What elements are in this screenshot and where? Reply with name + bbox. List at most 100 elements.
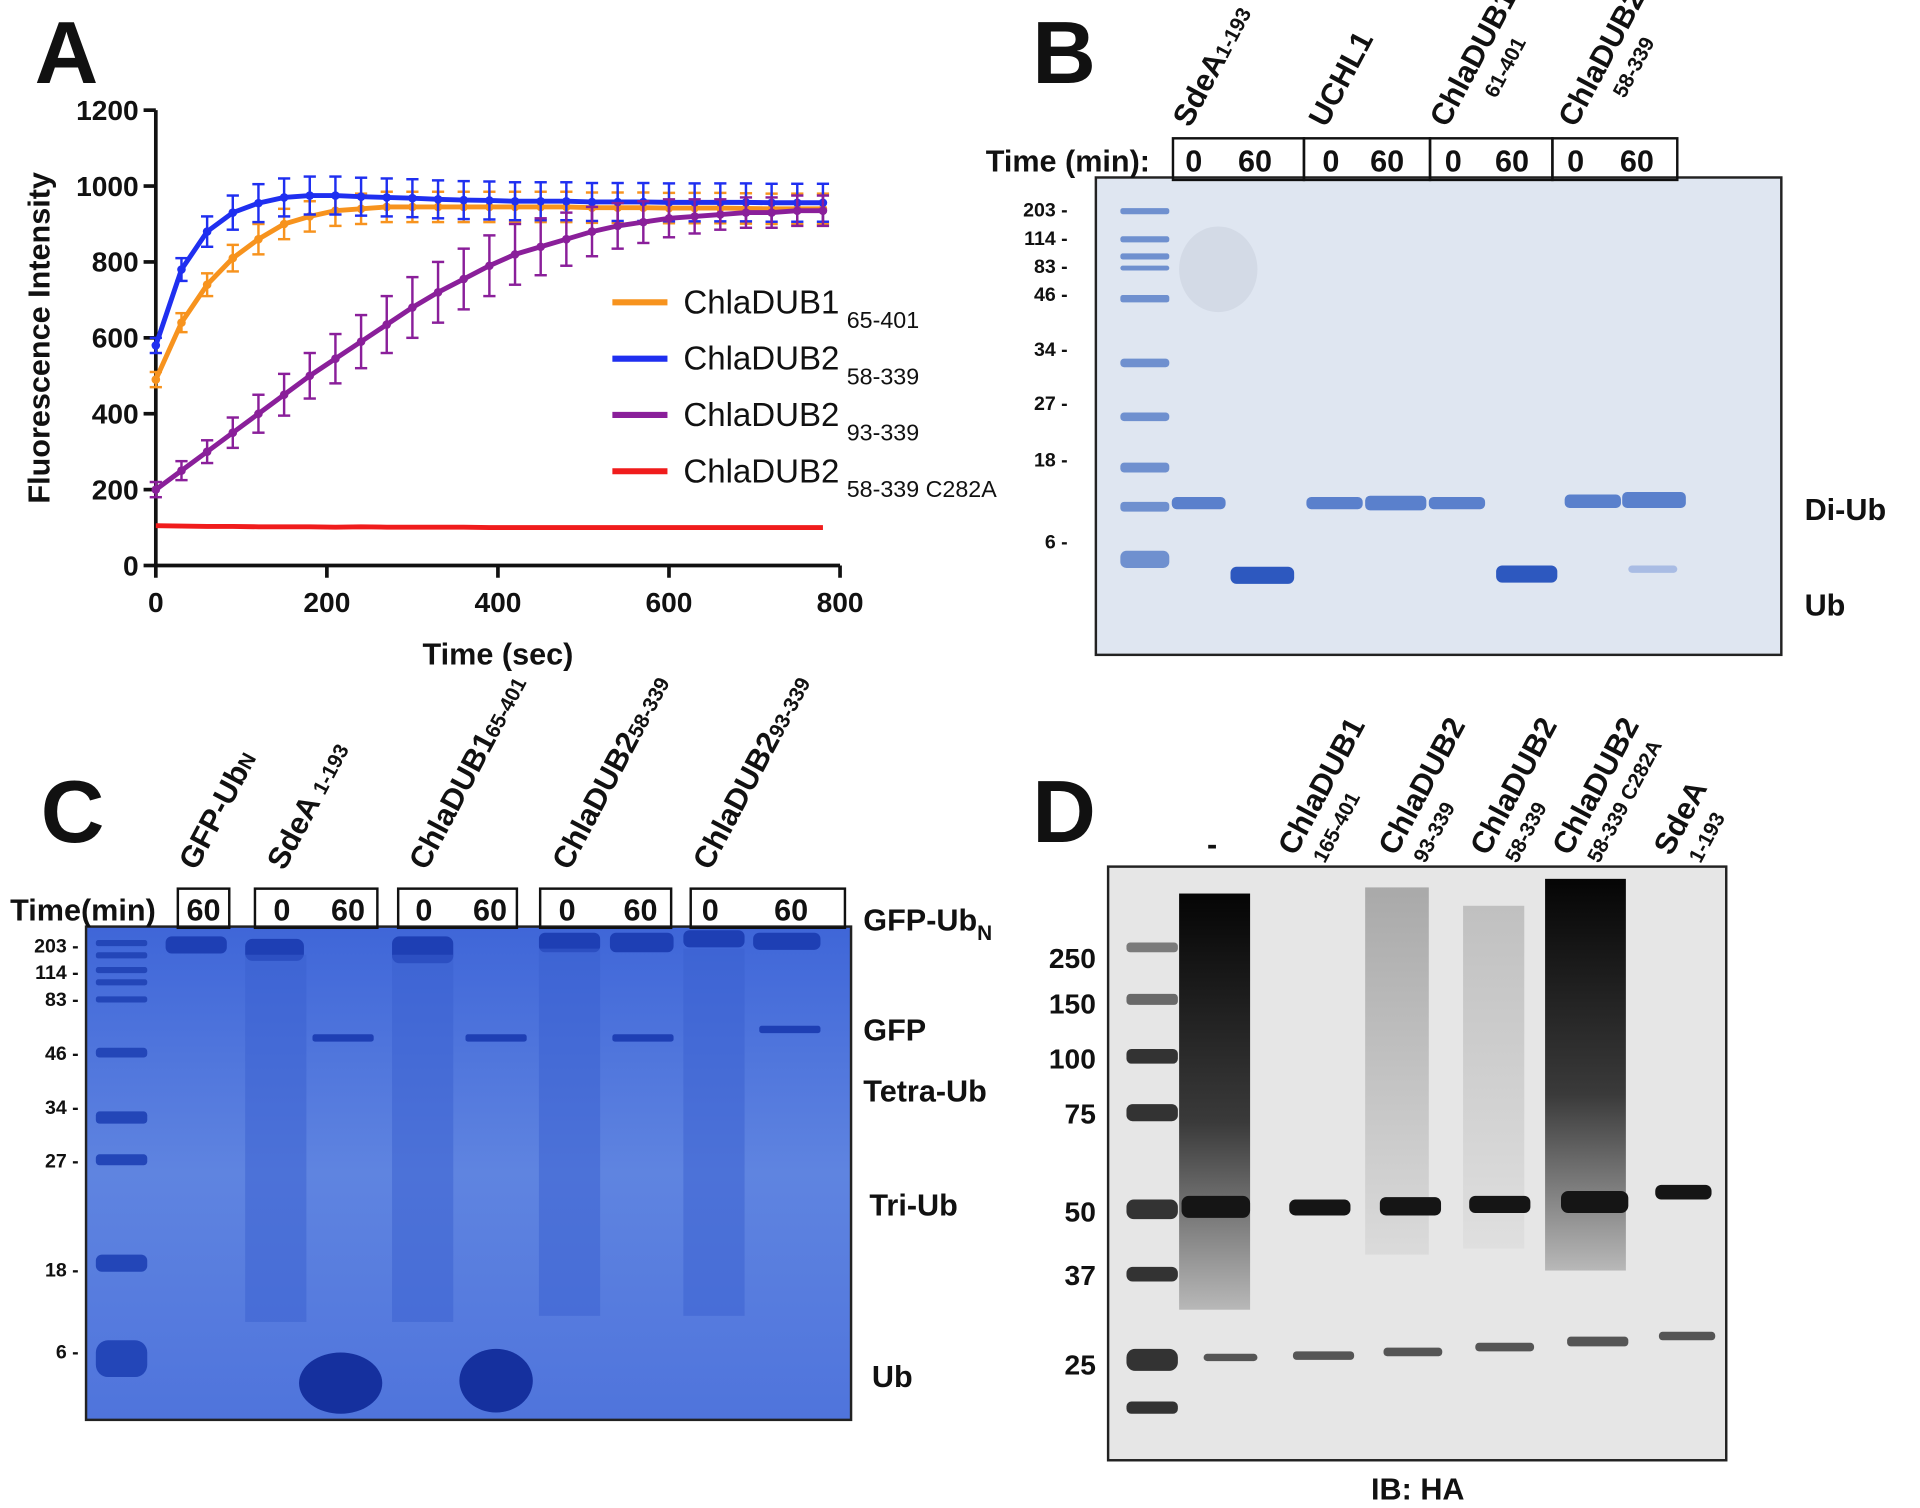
data-point — [767, 208, 776, 217]
time-values: 60 0 60 0 60 0 60 0 60 — [187, 893, 809, 927]
band-label: Di-Ub — [1805, 493, 1887, 527]
data-point — [716, 210, 725, 219]
lane-label: SdeA1-193 — [1166, 0, 1258, 132]
band-subscript: N — [977, 922, 992, 945]
lane-label: ChlaDUB258-339 C282A — [1546, 712, 1670, 873]
data-point — [408, 303, 417, 312]
band-label: Tetra-Ub — [863, 1075, 987, 1109]
lane-subscript: 65-401 — [481, 674, 532, 742]
lane-label: ChlaDUB161-401 — [1423, 0, 1547, 145]
data-point — [356, 337, 366, 346]
panel-label: C — [41, 762, 105, 861]
data-point — [408, 193, 417, 203]
lane-label: ChlaDUB258-339 — [546, 670, 677, 875]
lane-label: UCHL1 — [1302, 26, 1380, 132]
legend-label: ChlaDUB2 58-339 — [683, 341, 919, 390]
data-point — [254, 234, 263, 244]
data-point — [536, 196, 545, 206]
panel-label: B — [1032, 3, 1096, 102]
marker: 83 - — [1034, 256, 1068, 278]
data-point — [254, 409, 263, 419]
data-point — [228, 253, 238, 263]
band — [165, 930, 821, 1414]
y-tick-label: 400 — [92, 399, 139, 430]
lane-subscript: 1-193 — [309, 741, 354, 799]
line-chart: 0 200 400 600 800 1000 1200 0 200 400 600 800 Time (… — [22, 95, 997, 672]
marker: 46 - — [1034, 284, 1068, 306]
data-point — [433, 195, 443, 204]
panel-label: A — [35, 3, 99, 102]
data-point — [305, 191, 315, 200]
time: 60 — [774, 893, 808, 927]
x-axis-label: Time (sec) — [423, 638, 574, 672]
x-tick-label: 800 — [817, 587, 864, 618]
band-label: Ub — [872, 1360, 913, 1394]
data-point — [587, 227, 597, 236]
data-point — [485, 196, 494, 205]
legend-label: ChlaDUB1 65-401 — [683, 284, 919, 333]
time-label: Time(min) — [10, 893, 156, 927]
time-boxes — [1171, 137, 1679, 182]
lane-label: GFP-UbN — [172, 745, 263, 875]
band-label: Ub — [1805, 589, 1846, 623]
markers: 203 - 114 - 83 - 46 - 34 - 27 - 18 - 6 - — [34, 935, 79, 1363]
smear — [1463, 905, 1525, 1249]
marker: 100 — [1049, 1044, 1096, 1075]
legend-name: ChlaDUB2 — [683, 341, 839, 378]
y-axis-label: Fluorescence Intensity — [22, 172, 56, 504]
lane-label: ChlaDUB165-401 — [402, 670, 533, 875]
time: 0 — [1322, 144, 1339, 178]
time: 0 — [1445, 144, 1462, 178]
data-point — [382, 320, 392, 329]
y-tick-label: 600 — [92, 323, 139, 354]
lane-name: SdeA — [260, 790, 327, 875]
lane-subscript: 93-339 — [765, 674, 816, 742]
data-point — [228, 208, 238, 217]
marker: 46 - — [45, 1043, 79, 1065]
data-point — [485, 261, 494, 271]
data-point — [279, 219, 289, 229]
lane-subscript: 58-339 — [624, 674, 675, 742]
y-tick-label: 800 — [92, 247, 139, 278]
lane-labels: - ChlaDUB1165-401 ChlaDUB293-339 ChlaDUB… — [1207, 712, 1730, 873]
legend-subscript: 58-339 — [847, 363, 919, 389]
time: 0 — [273, 893, 290, 927]
panel-label: D — [1032, 762, 1096, 861]
data-point — [202, 280, 212, 289]
gel — [84, 925, 853, 1422]
lane-name: ChlaDUB1 — [402, 727, 502, 875]
data-point — [177, 466, 186, 475]
marker: 150 — [1049, 988, 1096, 1019]
time: 60 — [1495, 144, 1529, 178]
data-point — [510, 196, 520, 206]
band-labels: Di-Ub Ub — [1805, 493, 1887, 622]
legend-subscript: 93-339 — [847, 420, 919, 446]
band — [1181, 1184, 1716, 1362]
lane-name: SdeA — [1166, 47, 1233, 132]
lane-name: GFP-Ub — [172, 758, 255, 875]
data-point — [279, 390, 289, 400]
marker: 18 - — [45, 1260, 79, 1282]
lane-name: ChlaDUB2 — [686, 727, 786, 875]
data-point — [510, 250, 520, 259]
data-point — [202, 447, 212, 456]
time-boxes — [176, 887, 847, 930]
data-point — [151, 375, 161, 384]
smear — [1365, 887, 1429, 1255]
data-point — [331, 354, 340, 363]
lane-label: ChlaDUB1165-401 — [1272, 712, 1396, 873]
data-point — [613, 221, 622, 231]
marker: 6 - — [1045, 531, 1068, 553]
time: 0 — [1567, 144, 1584, 178]
lane-labels: GFP-UbN SdeA1-193 ChlaDUB165-401 ChlaDUB… — [172, 670, 816, 875]
legend-label: ChlaDUB2 58-339 C282A — [683, 453, 997, 502]
lane-label: ChlaDUB258-339 — [1552, 0, 1676, 145]
time: 0 — [1185, 144, 1202, 178]
marker: 34 - — [45, 1097, 79, 1119]
data-point — [202, 227, 212, 236]
legend-name: ChlaDUB2 — [683, 453, 839, 490]
data-point — [562, 234, 571, 244]
time: 0 — [702, 893, 719, 927]
data-point — [459, 195, 469, 205]
